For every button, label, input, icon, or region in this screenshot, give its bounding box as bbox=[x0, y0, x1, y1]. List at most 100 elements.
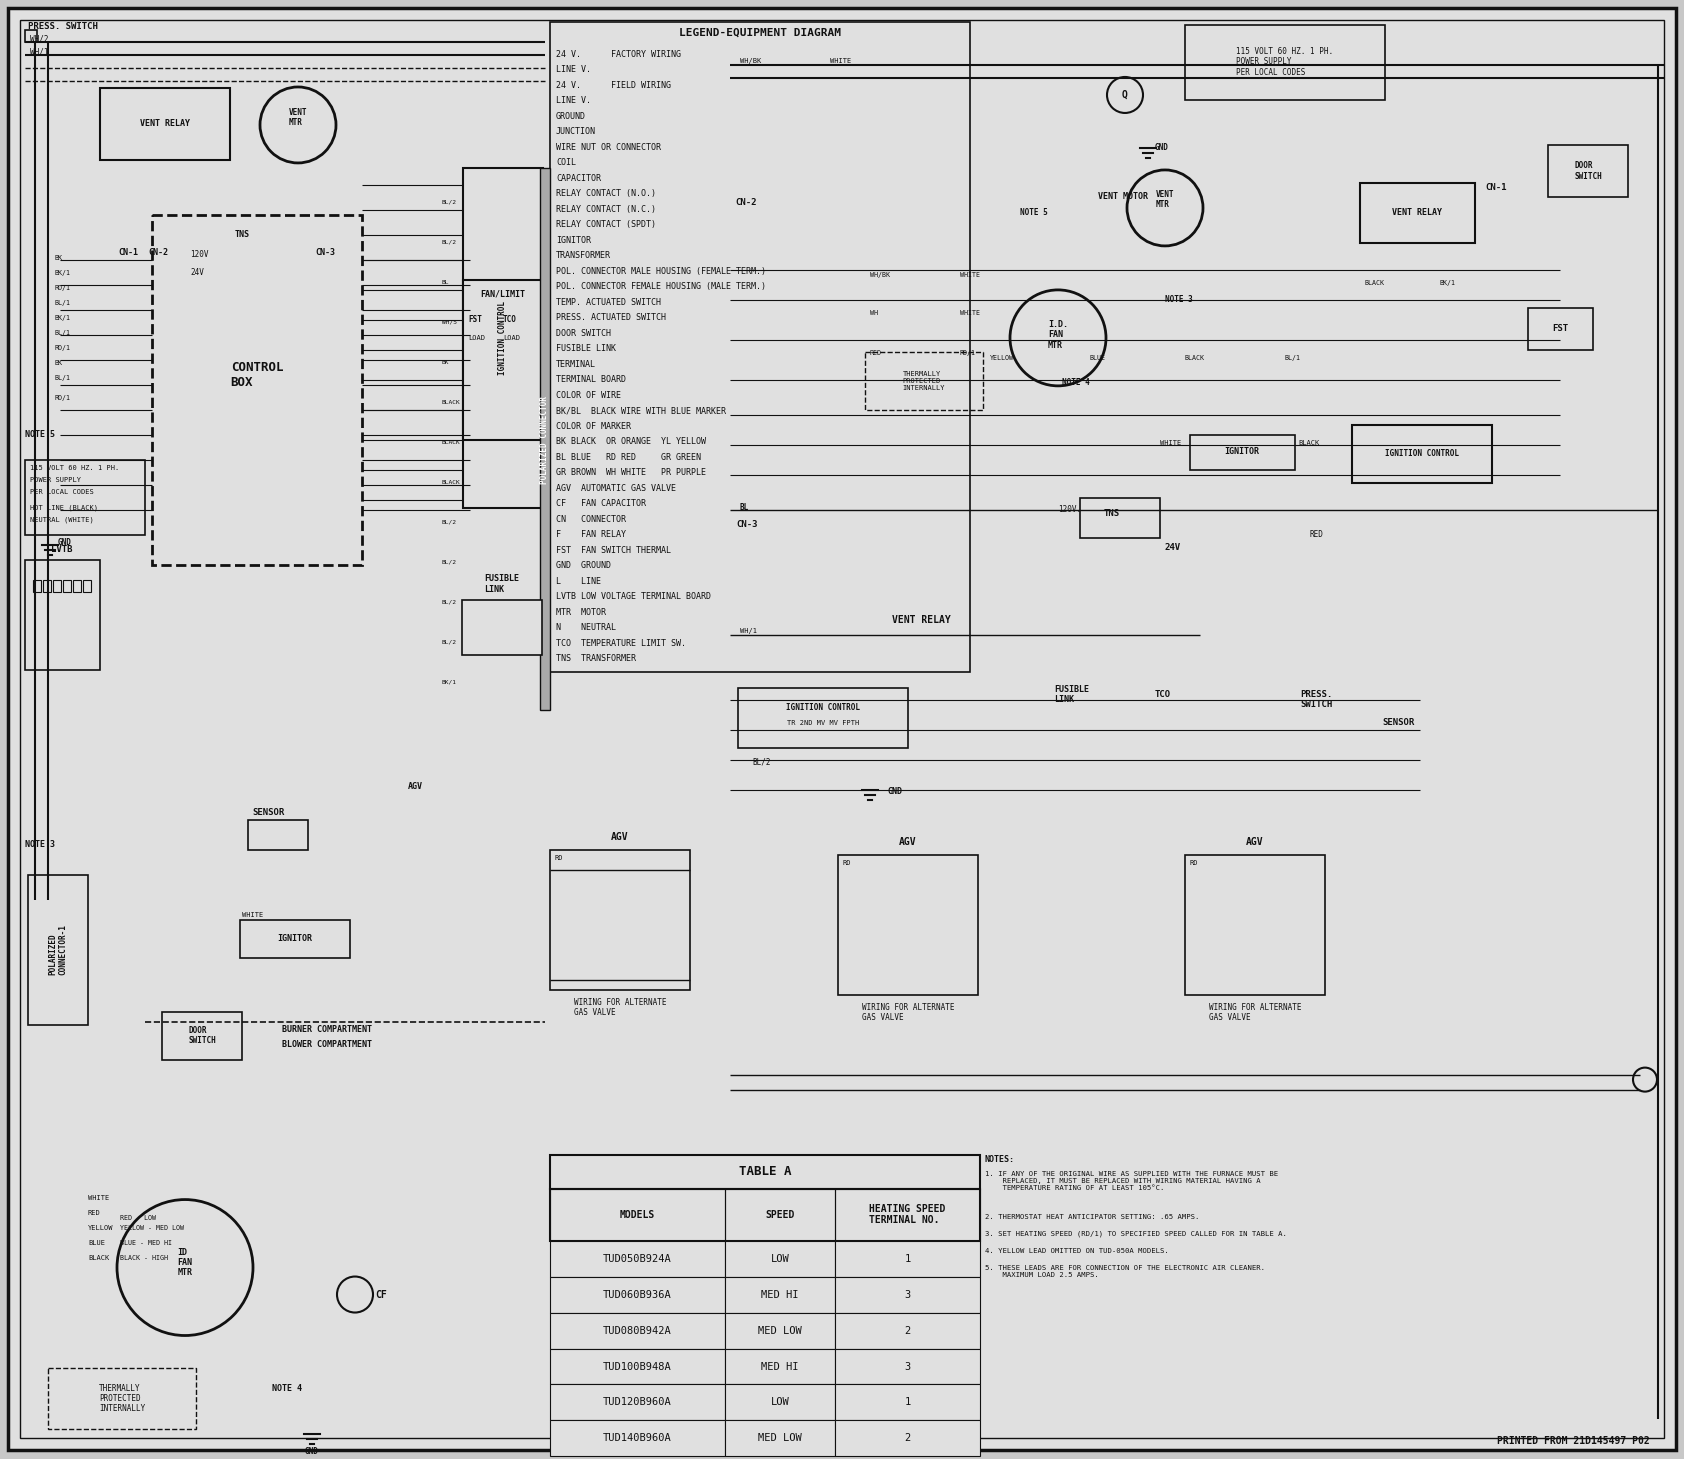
Text: HEATING SPEED
TERMINAL NO.: HEATING SPEED TERMINAL NO. bbox=[869, 1204, 946, 1226]
Text: RD/1: RD/1 bbox=[960, 350, 977, 356]
Text: GND: GND bbox=[305, 1447, 318, 1456]
Text: AGV: AGV bbox=[1246, 836, 1263, 846]
Text: RED - LOW: RED - LOW bbox=[120, 1214, 157, 1221]
Text: BLUE: BLUE bbox=[88, 1240, 104, 1246]
Text: FST: FST bbox=[468, 315, 482, 324]
Text: TUD100B948A: TUD100B948A bbox=[603, 1361, 672, 1371]
Text: 115 VOLT 60 HZ. 1 PH.: 115 VOLT 60 HZ. 1 PH. bbox=[30, 465, 120, 471]
Text: YELLOW: YELLOW bbox=[88, 1224, 113, 1230]
Text: RED: RED bbox=[1310, 530, 1324, 538]
Text: CAPACITOR: CAPACITOR bbox=[556, 174, 601, 182]
Text: LINE V.: LINE V. bbox=[556, 96, 591, 105]
Bar bbox=[25, 31, 37, 42]
Text: TUD050B924A: TUD050B924A bbox=[603, 1253, 672, 1263]
Text: BURNER COMPARTMENT: BURNER COMPARTMENT bbox=[281, 1024, 372, 1033]
Text: TNS: TNS bbox=[1105, 509, 1120, 518]
Text: IGNITOR: IGNITOR bbox=[556, 236, 591, 245]
Bar bbox=[835, 1421, 980, 1456]
Text: VENT MOTOR: VENT MOTOR bbox=[1098, 193, 1148, 201]
Bar bbox=[551, 1277, 726, 1313]
Text: BLUE - MED HI: BLUE - MED HI bbox=[120, 1240, 172, 1246]
Text: LOAD: LOAD bbox=[504, 336, 520, 341]
Text: BK: BK bbox=[56, 255, 62, 261]
Text: NOTE 3: NOTE 3 bbox=[1165, 295, 1192, 303]
Text: YELLOW: YELLOW bbox=[990, 355, 1014, 360]
Bar bbox=[738, 687, 908, 747]
Text: BK/1: BK/1 bbox=[1440, 280, 1457, 286]
Bar bbox=[835, 1348, 980, 1385]
Bar bbox=[726, 1313, 835, 1348]
Text: TERMINAL BOARD: TERMINAL BOARD bbox=[556, 375, 626, 384]
Text: 1. IF ANY OF THE ORIGINAL WIRE AS SUPPLIED WITH THE FURNACE MUST BE
    REPLACED: 1. IF ANY OF THE ORIGINAL WIRE AS SUPPLI… bbox=[985, 1170, 1278, 1191]
Text: TUD080B942A: TUD080B942A bbox=[603, 1326, 672, 1335]
Text: VENT RELAY: VENT RELAY bbox=[893, 614, 951, 624]
Bar bbox=[551, 1313, 726, 1348]
Text: 120V: 120V bbox=[190, 249, 209, 258]
Text: F    FAN RELAY: F FAN RELAY bbox=[556, 530, 626, 540]
Text: BLOWER COMPARTMENT: BLOWER COMPARTMENT bbox=[281, 1040, 372, 1049]
Text: TEMP. ACTUATED SWITCH: TEMP. ACTUATED SWITCH bbox=[556, 298, 662, 306]
Text: FUSIBLE
LINK: FUSIBLE LINK bbox=[485, 575, 519, 594]
Bar bbox=[1079, 498, 1160, 538]
Bar bbox=[551, 1348, 726, 1385]
Bar bbox=[835, 1277, 980, 1313]
Text: BLACK: BLACK bbox=[1186, 355, 1206, 360]
Text: MED LOW: MED LOW bbox=[758, 1434, 802, 1443]
Text: BL/1: BL/1 bbox=[56, 301, 71, 306]
Text: MED LOW: MED LOW bbox=[758, 1326, 802, 1335]
Text: BL/2: BL/2 bbox=[441, 200, 456, 204]
Text: 2: 2 bbox=[904, 1434, 911, 1443]
Text: COLOR OF MARKER: COLOR OF MARKER bbox=[556, 422, 632, 430]
Text: WHITE: WHITE bbox=[960, 271, 980, 277]
Text: DOOR
SWITCH: DOOR SWITCH bbox=[189, 1026, 216, 1045]
Text: GND: GND bbox=[887, 788, 903, 797]
Text: 120V.: 120V. bbox=[1058, 505, 1081, 514]
Bar bbox=[463, 280, 542, 439]
Bar bbox=[461, 600, 542, 655]
Text: WHITE: WHITE bbox=[830, 58, 850, 64]
Text: 3. SET HEATING SPEED (RD/1) TO SPECIFIED SPEED CALLED FOR IN TABLE A.: 3. SET HEATING SPEED (RD/1) TO SPECIFIED… bbox=[985, 1230, 1287, 1237]
Text: WH/1: WH/1 bbox=[30, 48, 49, 57]
Bar bbox=[726, 1277, 835, 1313]
Text: PRINTED FROM 21D145497 P02: PRINTED FROM 21D145497 P02 bbox=[1497, 1437, 1650, 1446]
Text: RD: RD bbox=[844, 859, 852, 865]
Text: BL: BL bbox=[441, 280, 450, 285]
Text: MED HI: MED HI bbox=[761, 1361, 798, 1371]
Text: 1: 1 bbox=[904, 1398, 911, 1408]
Text: GROUND: GROUND bbox=[556, 112, 586, 121]
Text: WH/2: WH/2 bbox=[30, 35, 49, 44]
Bar bbox=[34, 579, 40, 592]
Text: BK/1: BK/1 bbox=[56, 270, 71, 276]
Text: NOTE 4: NOTE 4 bbox=[273, 1385, 301, 1393]
Text: TNS: TNS bbox=[236, 231, 249, 239]
Text: CF: CF bbox=[376, 1290, 387, 1300]
Bar bbox=[25, 560, 99, 670]
Text: TR 2ND MV MV FPTH: TR 2ND MV MV FPTH bbox=[786, 719, 859, 725]
Text: NOTES:: NOTES: bbox=[985, 1154, 1015, 1164]
Text: BK/1: BK/1 bbox=[56, 315, 71, 321]
Bar bbox=[835, 1385, 980, 1421]
Text: 3: 3 bbox=[904, 1290, 911, 1300]
Text: HOT LINE (BLACK): HOT LINE (BLACK) bbox=[30, 505, 98, 511]
Text: BLACK: BLACK bbox=[1298, 439, 1319, 446]
Bar bbox=[551, 1154, 980, 1189]
Text: 2. THERMOSTAT HEAT ANTICIPATOR SETTING: .65 AMPS.: 2. THERMOSTAT HEAT ANTICIPATOR SETTING: … bbox=[985, 1214, 1199, 1220]
Bar bbox=[551, 849, 690, 989]
Text: 24 V.      FACTORY WIRING: 24 V. FACTORY WIRING bbox=[556, 50, 680, 58]
Text: FST  FAN SWITCH THERMAL: FST FAN SWITCH THERMAL bbox=[556, 546, 670, 554]
Text: BL BLUE   RD RED     GR GREEN: BL BLUE RD RED GR GREEN bbox=[556, 452, 701, 463]
Bar bbox=[1361, 182, 1475, 242]
Text: BLUE: BLUE bbox=[1090, 355, 1106, 360]
Bar bbox=[72, 579, 81, 592]
Text: WHITE: WHITE bbox=[242, 912, 263, 918]
Text: GND: GND bbox=[1155, 143, 1169, 152]
Text: BL/2: BL/2 bbox=[441, 639, 456, 645]
Text: TCO: TCO bbox=[1155, 690, 1170, 699]
Bar bbox=[726, 1421, 835, 1456]
Circle shape bbox=[1106, 77, 1143, 112]
Text: LEGEND-EQUIPMENT DIAGRAM: LEGEND-EQUIPMENT DIAGRAM bbox=[679, 28, 840, 38]
Text: FUSIBLE
LINK: FUSIBLE LINK bbox=[1054, 684, 1090, 705]
Text: CONTROL
BOX: CONTROL BOX bbox=[231, 360, 283, 390]
Text: BLACK: BLACK bbox=[1366, 280, 1384, 286]
Text: TABLE A: TABLE A bbox=[739, 1166, 791, 1177]
